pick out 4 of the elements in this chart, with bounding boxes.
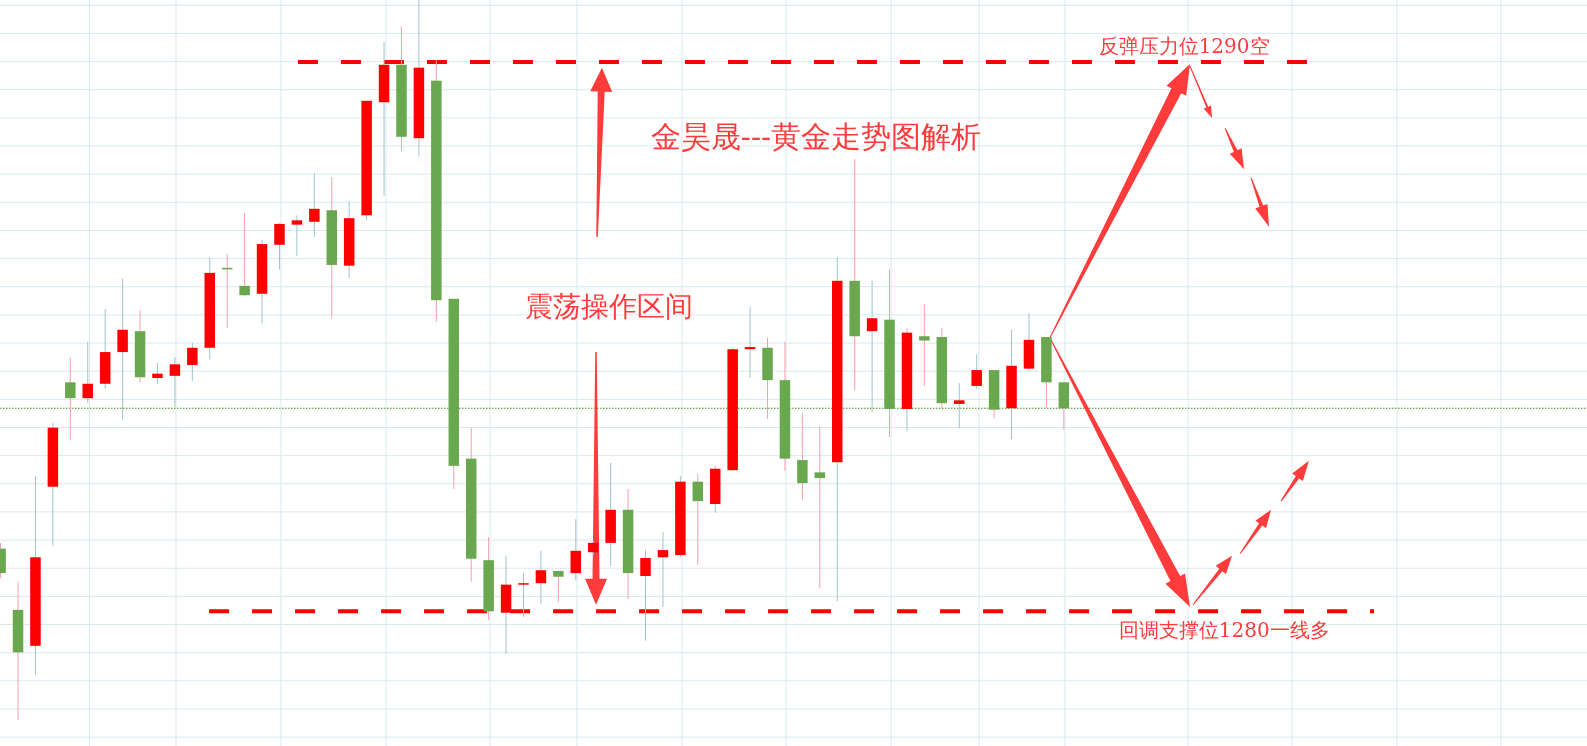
text: 金昊晟---黄金走势图解析 bbox=[650, 119, 982, 154]
annotation: 震荡操作区间 bbox=[525, 290, 693, 323]
ref-line-label: 回调支撑位1280一线多 bbox=[1118, 618, 1330, 643]
ref-line-label: 反弹压力位1290空 bbox=[1098, 33, 1270, 58]
